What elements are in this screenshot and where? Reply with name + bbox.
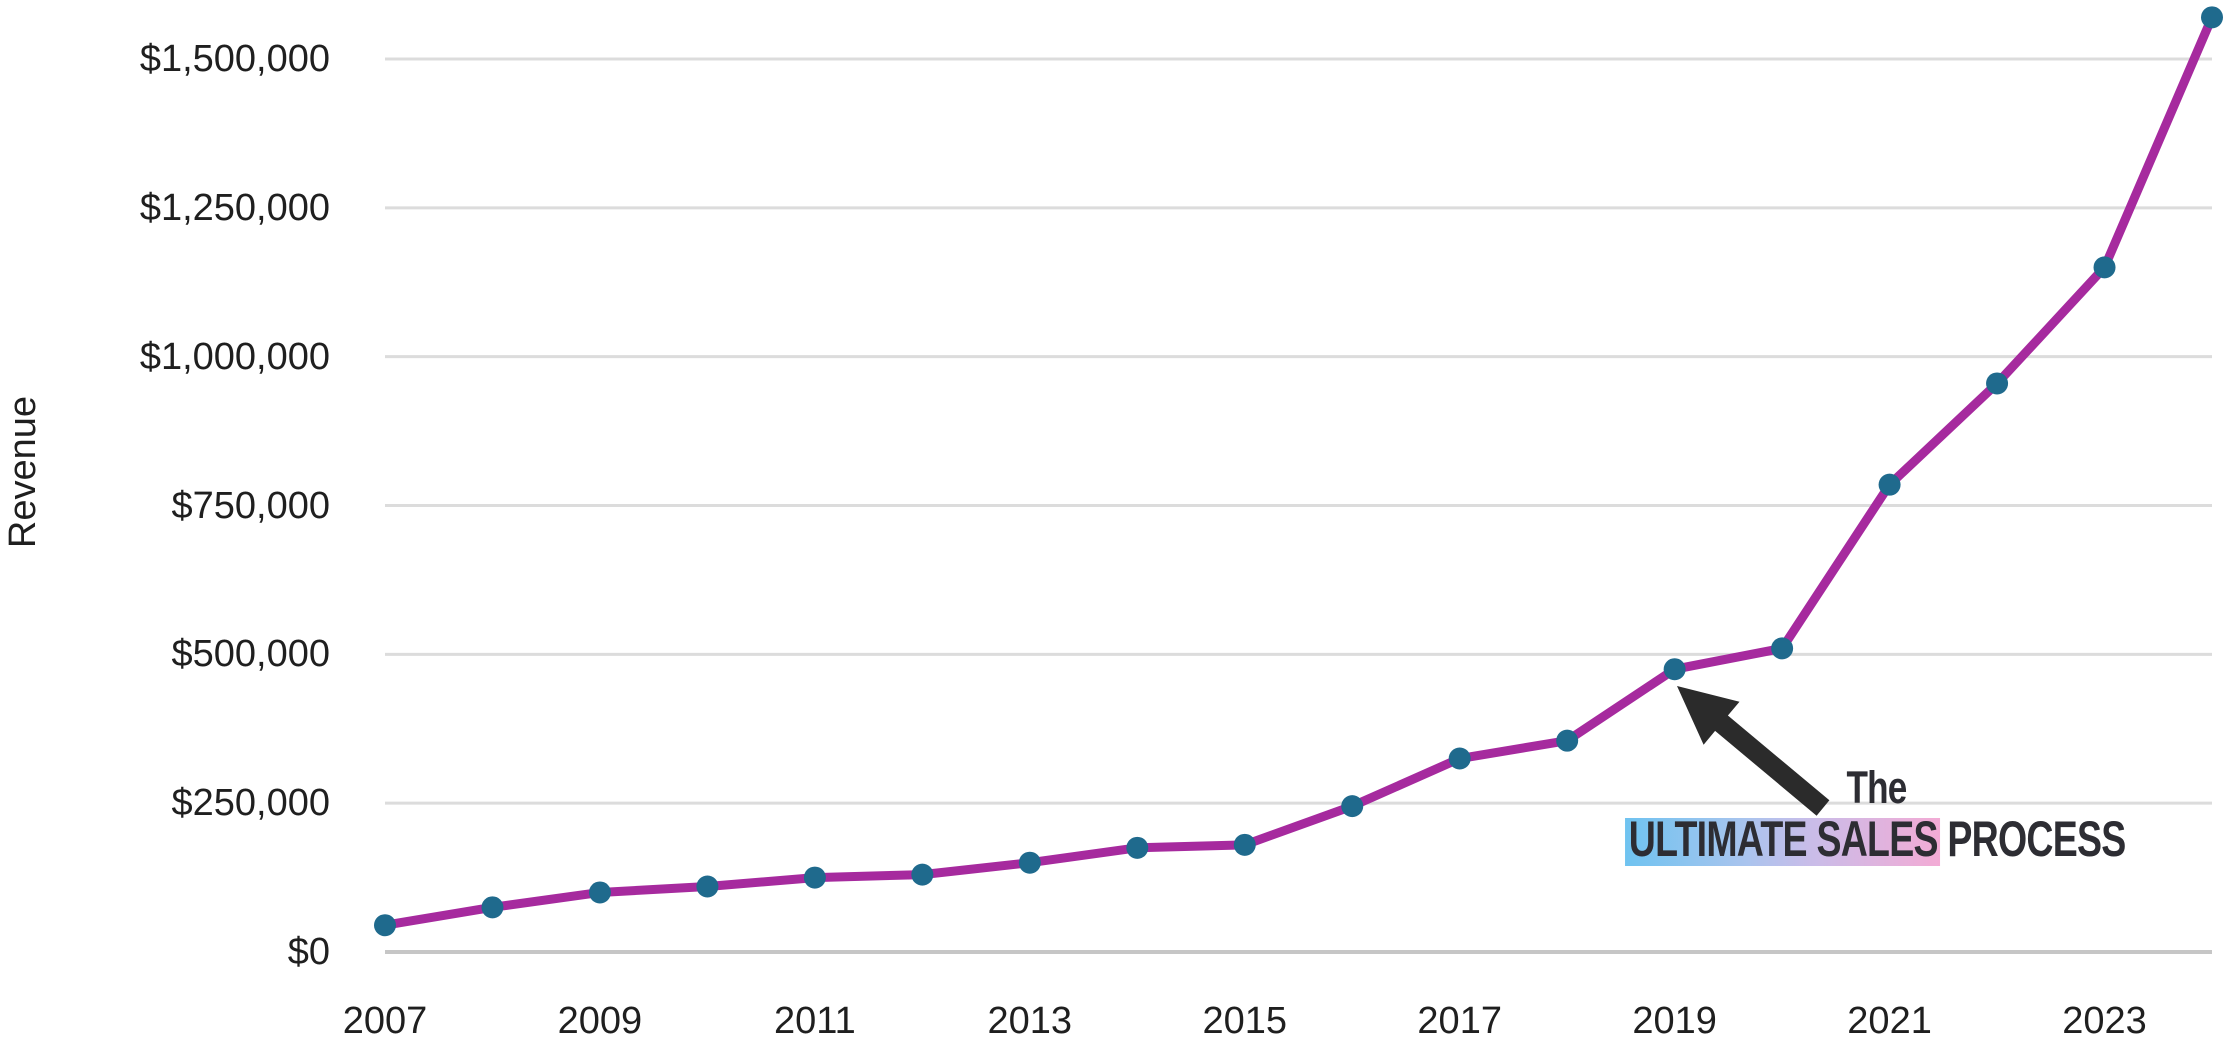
data-point-2020 xyxy=(1771,637,1794,660)
y-tick-500000: $500,000 xyxy=(171,633,331,676)
y-tick-1000000: $1,000,000 xyxy=(139,335,330,378)
data-point-2016 xyxy=(1341,795,1364,818)
data-point-2014 xyxy=(1126,836,1149,859)
x-tick-2017: 2017 xyxy=(1417,1000,1502,1042)
data-point-2008 xyxy=(481,896,504,919)
data-point-2009 xyxy=(588,881,611,904)
y-tick-0: $0 xyxy=(287,931,330,973)
data-point-2023 xyxy=(2093,256,2116,279)
data-point-2007 xyxy=(374,914,396,937)
annotation-arrow-icon xyxy=(1677,686,1830,816)
x-tick-2011: 2011 xyxy=(774,1000,856,1042)
x-tick-2015: 2015 xyxy=(1202,1000,1288,1042)
data-point-2022 xyxy=(1986,372,2009,395)
y-tick-250000: $250,000 xyxy=(171,782,331,825)
revenue-series-line xyxy=(380,12,2217,930)
data-point-2018 xyxy=(1556,729,1579,752)
y-axis-title: Revenue xyxy=(2,395,44,549)
data-point-2019 xyxy=(1663,658,1686,681)
data-point-2011 xyxy=(803,866,826,889)
x-tick-2013: 2013 xyxy=(987,1000,1073,1042)
x-tick-2007: 2007 xyxy=(342,1000,428,1042)
x-tick-2009: 2009 xyxy=(557,1000,643,1042)
x-tick-2023: 2023 xyxy=(2062,1000,2147,1042)
y-tick-750000: $750,000 xyxy=(171,484,331,527)
y-tick-1500000: $1,500,000 xyxy=(139,38,330,80)
data-point-2010 xyxy=(696,875,719,898)
data-point-2017 xyxy=(1448,747,1471,770)
data-point-2021 xyxy=(1878,473,1901,496)
data-point-2013 xyxy=(1018,851,1041,874)
data-point-2015 xyxy=(1233,833,1256,856)
data-point-2024 xyxy=(2201,6,2223,29)
x-tick-2019: 2019 xyxy=(1632,1000,1717,1042)
y-tick-1250000: $1,250,000 xyxy=(139,186,330,229)
data-point-2012 xyxy=(911,863,934,886)
x-tick-2021: 2021 xyxy=(1847,1000,1932,1042)
